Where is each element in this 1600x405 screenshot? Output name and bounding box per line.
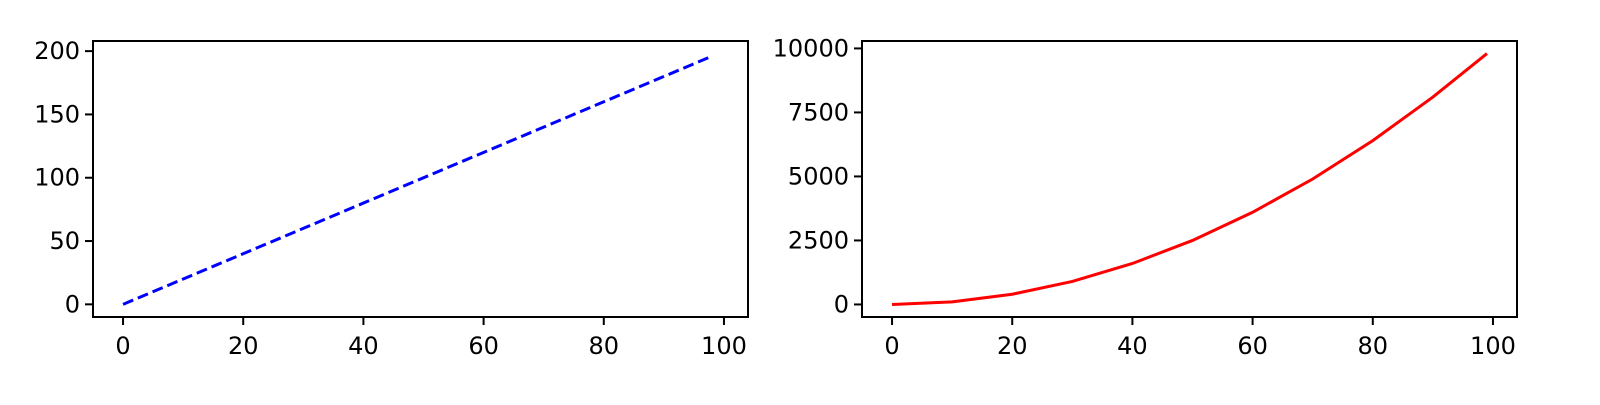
axes-frame — [861, 40, 1518, 318]
y-tick-label: 5000 — [788, 162, 849, 190]
x-tick-label: 80 — [1358, 332, 1389, 360]
series-line-0 — [891, 52, 1488, 306]
y-tick-label: 0 — [65, 290, 80, 318]
x-tick-label: 0 — [115, 332, 130, 360]
x-tick-label: 60 — [1237, 332, 1268, 360]
x-tick-label: 100 — [1470, 332, 1516, 360]
x-tick-label: 100 — [701, 332, 747, 360]
x-tick-label: 20 — [997, 332, 1028, 360]
x-tick-label: 0 — [884, 332, 899, 360]
axes-frame — [92, 40, 749, 318]
y-tick-label: 50 — [49, 227, 80, 255]
x-tick-label: 80 — [589, 332, 620, 360]
y-tick-label: 0 — [834, 290, 849, 318]
x-tick-label: 40 — [1117, 332, 1148, 360]
y-tick-label: 150 — [34, 100, 80, 128]
y-tick-label: 100 — [34, 164, 80, 192]
y-tick-label: 10000 — [773, 34, 849, 62]
series-line-0 — [122, 54, 713, 306]
x-tick-label: 20 — [228, 332, 259, 360]
y-tick-label: 200 — [34, 37, 80, 65]
x-tick-label: 40 — [348, 332, 379, 360]
y-tick-label: 2500 — [788, 226, 849, 254]
y-tick-label: 7500 — [788, 98, 849, 126]
chart-right: 0 20 40 60 80 100 0 2500 5000 7500 10000 — [773, 34, 1518, 360]
x-tick-label: 60 — [468, 332, 499, 360]
chart-left: 0 20 40 60 80 100 0 50 100 150 200 — [34, 37, 749, 360]
